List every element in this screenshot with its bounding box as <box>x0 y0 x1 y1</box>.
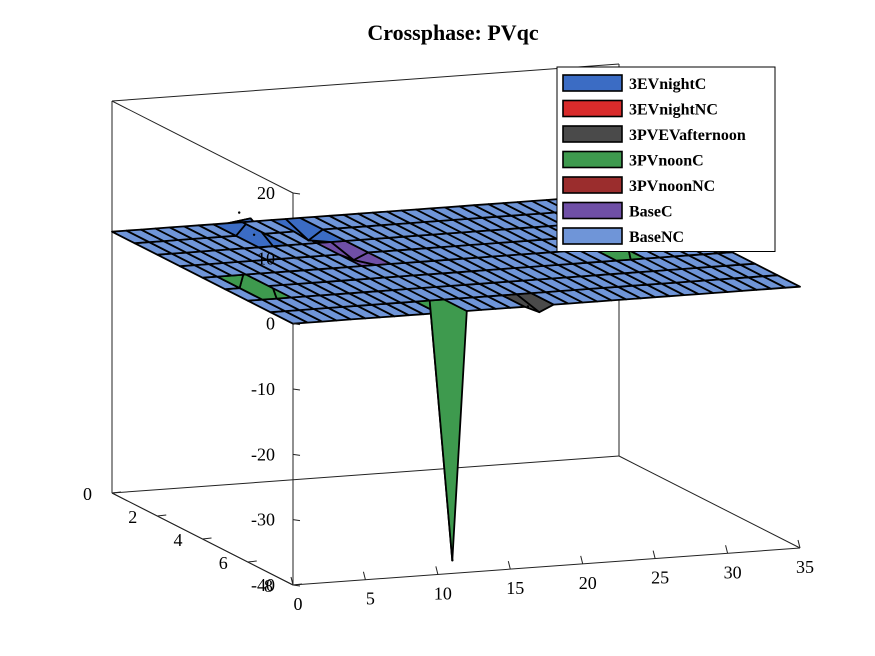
x-tick-mark <box>362 571 366 580</box>
x-tick-label: 25 <box>651 568 669 588</box>
x-tick-label: 5 <box>366 589 375 609</box>
z-tick-label: -20 <box>251 444 275 464</box>
legend-label: 3EVnightNC <box>629 102 718 119</box>
legend-label: 3PVnoonC <box>629 153 704 170</box>
x-tick-label: 20 <box>579 573 597 593</box>
axis-box-edge <box>618 455 801 549</box>
x-tick-mark <box>290 576 294 586</box>
x-tick-mark <box>435 566 439 575</box>
z-tick-label: 10 <box>257 248 275 268</box>
y-tick-label: 8 <box>264 576 273 596</box>
surface-peak-point <box>252 233 256 236</box>
x-tick-mark <box>725 545 729 554</box>
x-tick-mark <box>797 539 801 549</box>
surface-peak-point <box>352 258 355 262</box>
z-tick-label: 0 <box>266 314 275 334</box>
z-axis-ticks: 20 10 0 -10 -20 -30 -40 <box>251 183 301 595</box>
y-tick-mark <box>247 560 257 563</box>
legend-swatch <box>562 99 623 118</box>
legend-label: 3PVnoonNC <box>629 178 715 195</box>
axis-box-edge <box>111 100 294 194</box>
surface-peak-point <box>451 559 454 562</box>
y-axis-ticks: 0 2 4 6 8 <box>83 484 303 596</box>
legend: 3EVnightC 3EVnightNC 3PVEVafternoon 3PVnoon… <box>556 66 776 252</box>
legend-swatch <box>562 150 623 169</box>
z-tick-label: -40 <box>251 575 275 595</box>
z-tick-label: -10 <box>251 379 275 399</box>
z-tick-label: -30 <box>251 510 275 530</box>
y-tick-mark <box>157 514 167 517</box>
axis-box-edge <box>292 547 801 586</box>
x-axis-ticks: 0 5 10 15 20 25 30 35 <box>290 539 814 614</box>
z-tick-mark <box>292 257 301 260</box>
legend-swatch <box>562 201 623 220</box>
axis-box-edge <box>111 63 620 102</box>
legend-label: 3EVnightC <box>629 76 706 93</box>
z-tick-label: 20 <box>257 183 275 203</box>
surface-peak-point <box>526 305 530 308</box>
x-tick-mark <box>580 555 584 564</box>
y-tick-mark <box>202 537 212 540</box>
y-tick-label: 6 <box>219 553 228 573</box>
x-tick-label: 10 <box>434 583 452 603</box>
surface-peak-point <box>237 211 241 214</box>
y-tick-label: 2 <box>128 507 137 527</box>
y-tick-label: 0 <box>83 484 92 504</box>
y-tick-label: 4 <box>174 530 183 550</box>
chart-title: Crossphase: PVqc <box>367 20 539 45</box>
x-tick-mark <box>507 561 511 570</box>
legend-swatch <box>562 176 623 194</box>
legend-swatch <box>562 74 623 92</box>
y-tick-mark <box>111 491 122 494</box>
x-tick-mark <box>652 550 656 559</box>
x-tick-label: 15 <box>506 578 524 598</box>
legend-swatch <box>562 227 623 245</box>
z-tick-mark <box>292 388 301 391</box>
legend-label: BaseNC <box>629 229 684 246</box>
z-tick-mark <box>292 519 301 522</box>
y-tick-mark <box>292 583 303 586</box>
legend-swatch <box>562 125 623 143</box>
x-tick-label: 30 <box>724 562 742 582</box>
surface-cell <box>428 298 468 562</box>
z-tick-mark <box>292 192 301 195</box>
surface-peak-point <box>307 239 310 242</box>
axis-box-edge <box>111 455 620 494</box>
legend-label: 3PVEVafternoon <box>629 127 746 144</box>
z-tick-mark <box>292 323 301 326</box>
x-tick-label: 0 <box>294 594 303 614</box>
legend-label: BaseC <box>629 204 673 221</box>
x-tick-label: 35 <box>796 557 814 577</box>
z-tick-mark <box>292 453 301 456</box>
